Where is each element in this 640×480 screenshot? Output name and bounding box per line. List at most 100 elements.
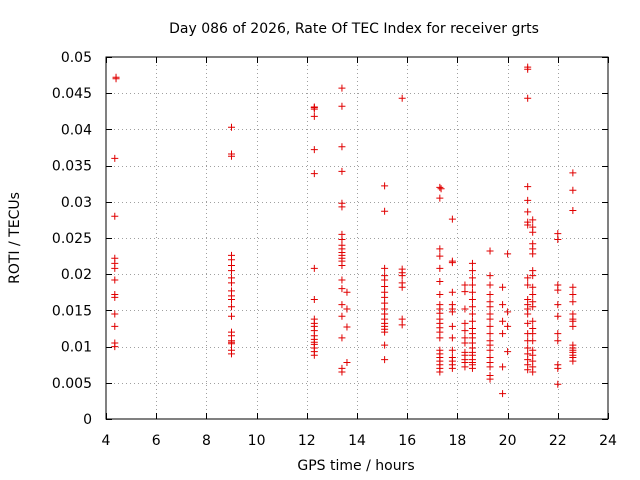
- data-point: [381, 264, 389, 272]
- data-point: [468, 274, 476, 282]
- data-point: [381, 182, 389, 190]
- data-point: [486, 330, 494, 338]
- data-point: [111, 310, 119, 318]
- y-tick-labels: 0 0.005 0.01 0.015 0.02 0.025 0.03 0.035 0.04 0.0…: [52, 50, 92, 428]
- data-point: [468, 303, 476, 311]
- data-point: [448, 288, 456, 296]
- data-point: [338, 368, 346, 376]
- data-points: [111, 63, 577, 398]
- x-tick-label: 12: [298, 433, 316, 449]
- data-point: [228, 152, 235, 160]
- data-point: [569, 298, 577, 306]
- data-point: [569, 322, 577, 330]
- data-point: [436, 245, 444, 253]
- data-point: [228, 303, 235, 311]
- data-point: [461, 327, 469, 335]
- data-point: [486, 315, 494, 323]
- data-point: [524, 183, 532, 191]
- data-point: [448, 308, 456, 316]
- data-point: [468, 364, 476, 372]
- data-point: [448, 215, 456, 223]
- data-point: [111, 212, 119, 220]
- y-tick-label: 0.005: [52, 376, 92, 392]
- data-point: [569, 283, 577, 291]
- data-point: [499, 330, 507, 338]
- data-point: [338, 334, 346, 342]
- data-point: [486, 346, 494, 354]
- data-point: [499, 390, 507, 398]
- data-point: [398, 272, 406, 280]
- data-point: [524, 221, 532, 229]
- axis-ticks: [106, 57, 609, 420]
- data-point: [436, 290, 444, 298]
- data-point: [524, 274, 532, 282]
- data-point: [461, 281, 469, 289]
- data-point: [529, 228, 537, 236]
- data-point: [338, 301, 346, 309]
- data-point: [529, 337, 537, 345]
- data-point: [499, 283, 507, 291]
- data-point: [468, 310, 476, 318]
- y-axis-title: ROTI / TECUs: [7, 192, 23, 284]
- data-point: [529, 216, 537, 224]
- data-point: [529, 303, 537, 311]
- data-point: [381, 356, 389, 364]
- y-tick-label: 0.03: [61, 195, 92, 211]
- x-tick-labels: 4 6 8 10 12 14 16 18 20 22 24: [102, 433, 617, 449]
- x-tick-label: 10: [248, 433, 266, 449]
- y-tick-label: 0.04: [61, 122, 92, 138]
- data-point: [468, 317, 476, 325]
- x-tick-label: 8: [202, 433, 211, 449]
- data-point: [228, 340, 235, 348]
- data-point: [436, 194, 444, 202]
- data-point: [486, 272, 494, 280]
- data-point: [398, 94, 406, 102]
- data-point: [448, 322, 456, 330]
- data-point: [504, 348, 512, 356]
- data-point: [398, 321, 406, 329]
- data-point: [338, 312, 346, 320]
- data-point: [524, 208, 532, 216]
- x-tick-label: 20: [499, 433, 517, 449]
- data-point: [338, 285, 346, 293]
- data-point: [524, 366, 532, 374]
- x-tick-label: 22: [549, 433, 567, 449]
- data-point: [228, 279, 235, 287]
- data-point: [436, 368, 444, 376]
- data-point: [338, 102, 346, 110]
- data-point: [554, 380, 562, 388]
- data-point: [310, 296, 318, 304]
- data-point: [436, 183, 444, 191]
- data-point: [228, 350, 235, 358]
- data-point: [111, 276, 119, 284]
- data-point: [486, 375, 494, 383]
- x-axis-title: GPS time / hours: [297, 458, 414, 474]
- data-point: [436, 252, 444, 260]
- data-point: [486, 290, 494, 298]
- y-tick-label: 0: [83, 412, 92, 428]
- data-point: [529, 317, 537, 325]
- data-point: [529, 283, 537, 291]
- data-point: [499, 317, 507, 325]
- data-point: [554, 286, 562, 294]
- data-point: [338, 262, 346, 270]
- data-point: [569, 357, 577, 365]
- data-point: [529, 290, 537, 298]
- data-point: [524, 281, 532, 289]
- data-point: [343, 288, 351, 296]
- data-point: [554, 235, 562, 243]
- data-point: [529, 250, 537, 258]
- data-point: [499, 301, 507, 309]
- data-point: [228, 296, 235, 304]
- data-point: [461, 305, 469, 313]
- data-point: [338, 203, 346, 211]
- data-point: [310, 105, 318, 113]
- data-point: [499, 363, 507, 371]
- data-point: [381, 341, 389, 349]
- data-point: [468, 259, 476, 267]
- data-point: [569, 169, 577, 177]
- data-point: [343, 323, 351, 331]
- y-tick-label: 0.045: [52, 86, 92, 102]
- data-point: [310, 146, 318, 154]
- data-point: [554, 330, 562, 338]
